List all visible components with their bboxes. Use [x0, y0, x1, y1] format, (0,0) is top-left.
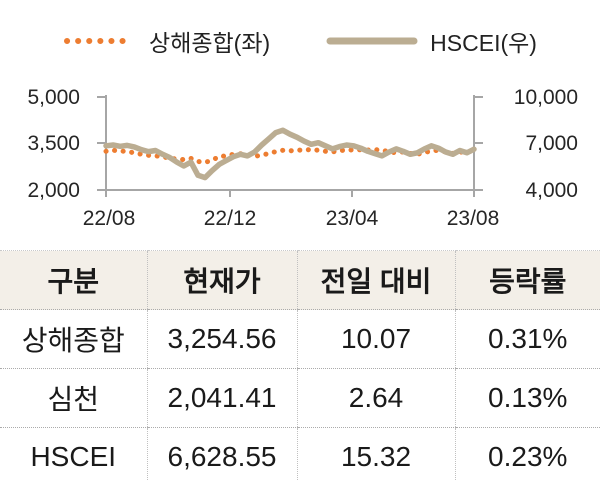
index-quote-table: 구분 현재가 전일 대비 등락률 상해종합 3,254.56 10.07 0.3… — [0, 250, 600, 480]
series-line-hscei — [103, 127, 477, 181]
legend-item-hscei: HSCEI(우) — [326, 24, 537, 58]
pct-change: 0.13% — [454, 368, 600, 428]
legend-item-shanghai: 상해종합(좌) — [63, 24, 270, 58]
current-price: 6,628.55 — [146, 427, 297, 480]
table-row-shenzhen: 심천 2,041.41 2.64 0.13% — [0, 368, 600, 428]
dual-axis-line-chart: 5,000 3,500 2,000 10,000 7,000 4,000 22/… — [27, 86, 578, 230]
legend-label-hscei: HSCEI(우) — [430, 30, 537, 56]
current-price: 2,041.41 — [146, 368, 297, 428]
left-axis-tick-label: 3,500 — [27, 132, 80, 155]
left-axis-tick-label: 2,000 — [27, 179, 80, 202]
legend-label-shanghai: 상해종합(좌) — [149, 30, 271, 56]
x-axis-tick-label: 23/04 — [326, 207, 379, 230]
table-row-hscei: HSCEI 6,628.55 15.32 0.23% — [0, 427, 600, 480]
col-header-pct: 등락률 — [454, 250, 600, 310]
table-header-row: 구분 현재가 전일 대비 등락률 — [0, 250, 600, 310]
right-axis-tick-label: 4,000 — [525, 179, 578, 202]
col-header-price: 현재가 — [146, 250, 297, 310]
current-price: 3,254.56 — [146, 309, 297, 369]
col-header-category: 구분 — [0, 250, 147, 310]
day-change: 10.07 — [296, 309, 455, 369]
day-change: 2.64 — [296, 368, 455, 428]
right-axis-tick-label: 7,000 — [525, 132, 578, 155]
dotted-line-marker-icon — [64, 38, 137, 44]
col-header-change: 전일 대비 — [296, 250, 455, 310]
chart-legend: 상해종합(좌) HSCEI(우) — [0, 24, 600, 58]
x-axis-tick-label: 22/08 — [83, 207, 136, 230]
row-label: 심천 — [0, 368, 147, 428]
row-label: 상해종합 — [0, 309, 147, 369]
right-axis-tick-label: 10,000 — [514, 86, 578, 109]
pct-change: 0.23% — [454, 427, 600, 480]
left-axis-tick-label: 5,000 — [27, 86, 80, 109]
x-axis-tick-label: 23/08 — [447, 207, 500, 230]
chart-area: 5,000 3,500 2,000 10,000 7,000 4,000 22/… — [0, 70, 600, 248]
pct-change: 0.31% — [454, 309, 600, 369]
table-row-shanghai: 상해종합 3,254.56 10.07 0.31% — [0, 309, 600, 369]
x-axis-tick-label: 22/12 — [204, 207, 257, 230]
solid-line-marker-icon — [326, 37, 418, 45]
row-label: HSCEI — [0, 427, 147, 480]
day-change: 15.32 — [296, 427, 455, 480]
